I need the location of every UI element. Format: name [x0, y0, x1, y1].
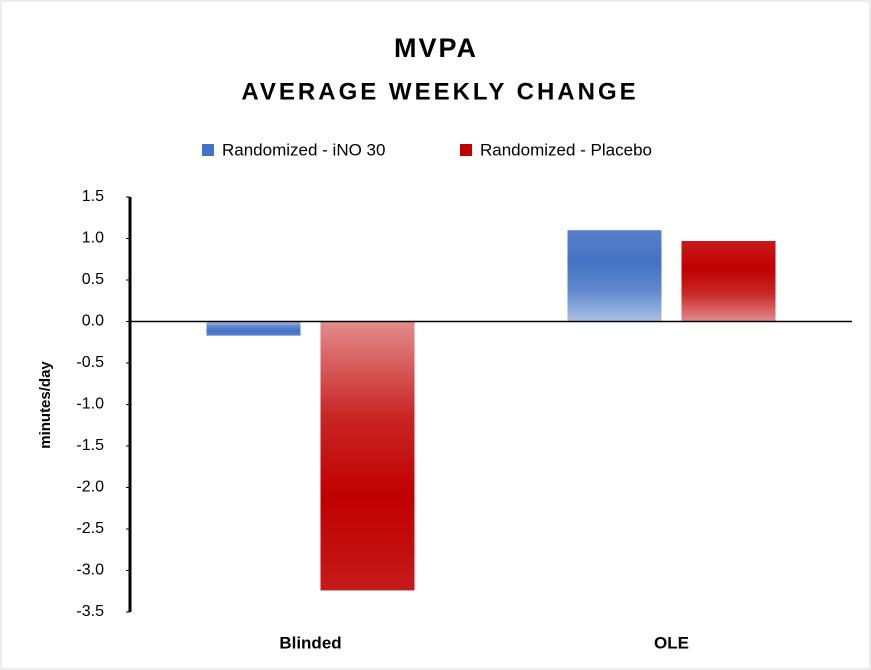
x-tick-label: OLE — [654, 633, 689, 652]
legend-label: Randomized - Placebo — [480, 140, 652, 159]
y-tick-label: 1.0 — [82, 230, 104, 247]
x-tick-label: Blinded — [279, 633, 341, 652]
bar — [320, 321, 415, 591]
y-tick-label: -1.0 — [76, 396, 104, 413]
y-tick-label: -3.0 — [76, 562, 104, 579]
legend-swatch — [460, 144, 472, 156]
chart-title: MVPA — [394, 33, 478, 63]
y-tick-label: -2.5 — [76, 520, 104, 537]
chart-subtitle: AVERAGE WEEKLY CHANGE — [241, 78, 638, 105]
y-tick-label: -2.0 — [76, 479, 104, 496]
y-tick-label: 1.5 — [82, 188, 104, 205]
y-tick-label: -1.5 — [76, 437, 104, 454]
legend-label: Randomized - iNO 30 — [222, 140, 385, 159]
legend-swatch — [202, 144, 214, 156]
y-tick-label: -0.5 — [76, 354, 104, 371]
y-axis-title: minutes/day — [37, 361, 54, 449]
bar — [681, 240, 776, 322]
bar — [206, 321, 301, 336]
bar — [567, 230, 662, 322]
y-tick-label: -3.5 — [76, 603, 104, 620]
y-tick-label: 0.0 — [82, 313, 104, 330]
y-tick-label: 0.5 — [82, 271, 104, 288]
